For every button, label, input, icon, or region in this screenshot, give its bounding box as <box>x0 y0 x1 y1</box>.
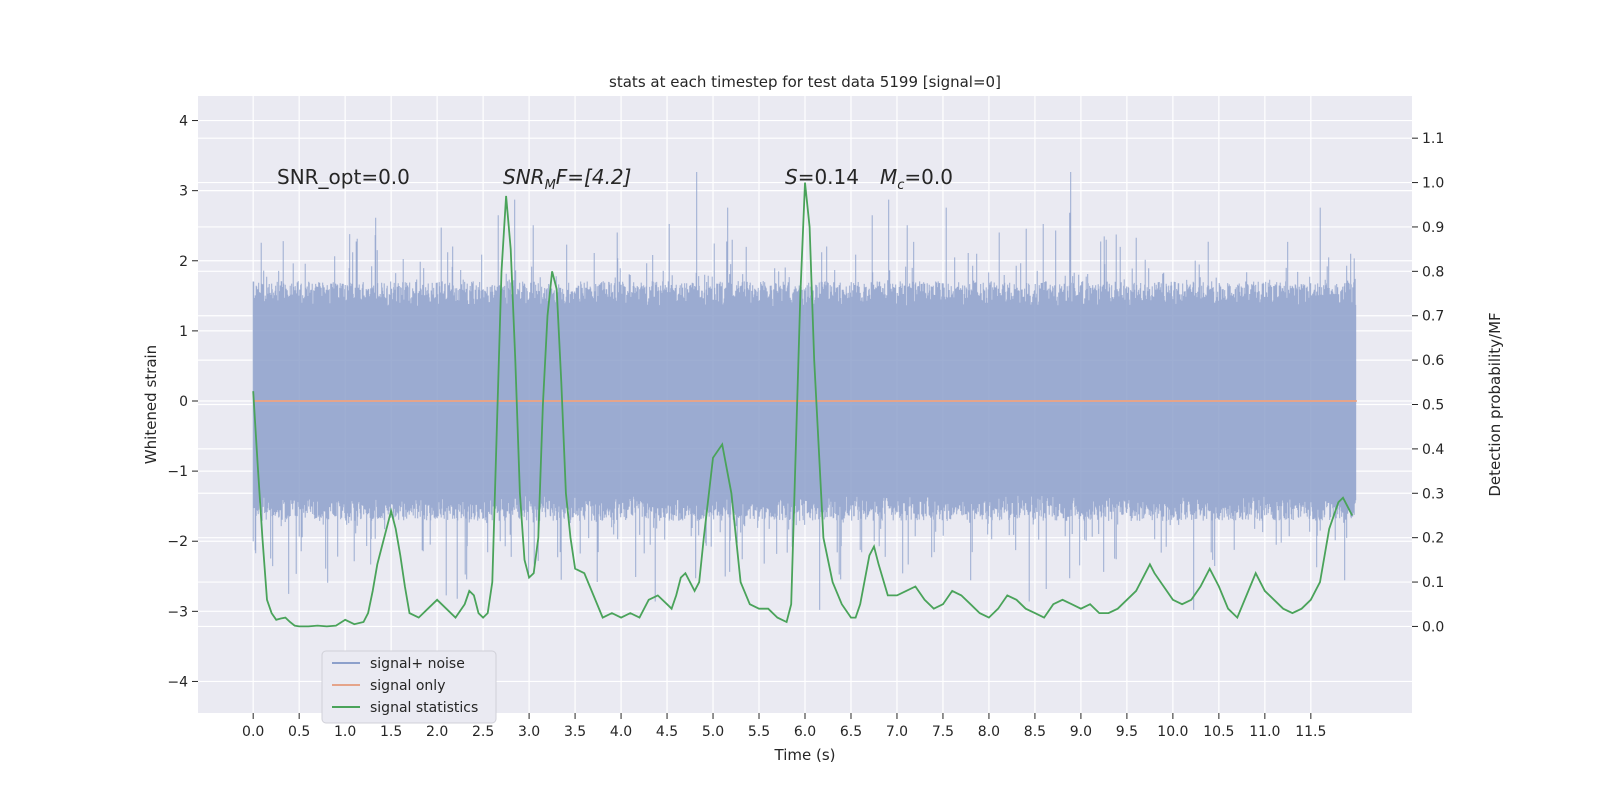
y-left-tick-label-2: −2 <box>167 534 188 550</box>
annotation-s-symbol: S <box>785 165 798 189</box>
series-signal-statistics <box>252 182 1353 628</box>
y-right-tick-label-8: 0.8 <box>1422 264 1444 280</box>
x-tick-label-3: 1.5 <box>380 724 402 740</box>
y-right-tick-label-3: 0.3 <box>1422 486 1444 502</box>
y-right-tick-label-6: 0.6 <box>1422 353 1444 369</box>
annotation-mc: Mc=0.0 <box>880 165 953 193</box>
x-tick-label-17: 8.5 <box>1024 724 1046 740</box>
legend-box <box>321 650 497 724</box>
x-tick-label-14: 7.0 <box>886 724 908 740</box>
x-tick-label-22: 11.0 <box>1249 724 1280 740</box>
annotation-mc-value: =0.0 <box>904 165 953 189</box>
y-right-tick-label-11: 1.1 <box>1422 131 1444 147</box>
y-left-tick-label-7: 3 <box>179 184 188 200</box>
annotation-s-value: =0.14 <box>798 165 859 189</box>
x-tick-label-18: 9.0 <box>1070 724 1092 740</box>
y-left-tick-label-6: 2 <box>179 254 188 270</box>
y-right-tick-label-7: 0.7 <box>1422 309 1444 325</box>
y-right-tick-label-0: 0.0 <box>1422 619 1444 635</box>
x-tick-label-6: 3.0 <box>518 724 540 740</box>
y-left-tick-label-3: −1 <box>167 464 188 480</box>
annotation-snr-mf-main: SNR <box>503 165 545 189</box>
y-left-tick-label-5: 1 <box>179 324 188 340</box>
x-tick-label-23: 11.5 <box>1295 724 1326 740</box>
annotation-mc-sub: c <box>897 178 904 193</box>
y-left-tick-label-8: 4 <box>179 114 188 130</box>
annotation-snr-mf-sub: M <box>545 178 556 193</box>
x-tick-label-10: 5.0 <box>702 724 724 740</box>
y-left-tick-label-4: 0 <box>179 394 188 410</box>
annotation-s: S=0.14 <box>785 165 859 189</box>
x-tick-label-15: 7.5 <box>932 724 954 740</box>
x-tick-label-9: 4.5 <box>656 724 678 740</box>
x-tick-label-16: 8.0 <box>978 724 1000 740</box>
x-tick-label-21: 10.5 <box>1203 724 1234 740</box>
y-left-tick-label-1: −3 <box>167 604 188 620</box>
x-tick-label-2: 1.0 <box>334 724 356 740</box>
y-axis-right: 0.0 0.1 0.2 0.3 0.4 0.5 0.6 0.7 0.8 0.9 1.0 1.1 <box>1412 131 1444 635</box>
x-tick-label-11: 5.5 <box>748 724 770 740</box>
annotation-snr-opt: SNR_opt=0.0 <box>277 165 410 189</box>
x-tick-label-7: 3.5 <box>564 724 586 740</box>
legend-label-signal-only: signal only <box>370 678 445 694</box>
x-tick-label-5: 2.5 <box>472 724 494 740</box>
y-right-tick-label-4: 0.4 <box>1422 442 1444 458</box>
annotation-snr-mf: SNRMF=[4.2] <box>503 165 631 193</box>
x-axis: 0.0 0.5 1.0 1.5 2.0 2.5 3.0 3.5 4.0 4.5 5.0 5.5 6.0 6… <box>242 713 1326 740</box>
x-tick-label-20: 10.0 <box>1157 724 1188 740</box>
annotation-snr-mf-rest: F=[4.2] <box>556 165 632 189</box>
legend-label-signal-plus-noise: signal+ noise <box>370 656 465 672</box>
y-axis-left-label: Whitened strain <box>142 345 160 464</box>
x-tick-label-19: 9.5 <box>1116 724 1138 740</box>
x-tick-label-13: 6.5 <box>840 724 862 740</box>
y-axis-right-label: Detection probability/MF <box>1486 312 1504 496</box>
chart-title: stats at each timestep for test data 519… <box>609 73 1001 91</box>
legend-label-signal-statistics: signal statistics <box>370 700 478 716</box>
x-tick-label-12: 6.0 <box>794 724 816 740</box>
y-left-tick-label-0: −4 <box>167 674 188 690</box>
y-right-tick-label-2: 0.2 <box>1422 531 1444 547</box>
y-axis-left: −4 −3 −2 −1 0 1 2 3 4 <box>167 114 198 690</box>
x-tick-label-4: 2.0 <box>426 724 448 740</box>
x-tick-label-0: 0.0 <box>242 724 264 740</box>
y-right-tick-label-10: 1.0 <box>1422 176 1444 192</box>
x-tick-label-1: 0.5 <box>288 724 310 740</box>
x-tick-label-8: 4.0 <box>610 724 632 740</box>
y-right-tick-label-9: 0.9 <box>1422 220 1444 236</box>
x-axis-label: Time (s) <box>774 746 836 764</box>
y-right-tick-label-1: 0.1 <box>1422 575 1444 591</box>
legend: signal+ noise signal only signal statist… <box>321 650 497 724</box>
annotation-mc-symbol: M <box>880 165 897 189</box>
y-right-tick-label-5: 0.5 <box>1422 398 1444 414</box>
